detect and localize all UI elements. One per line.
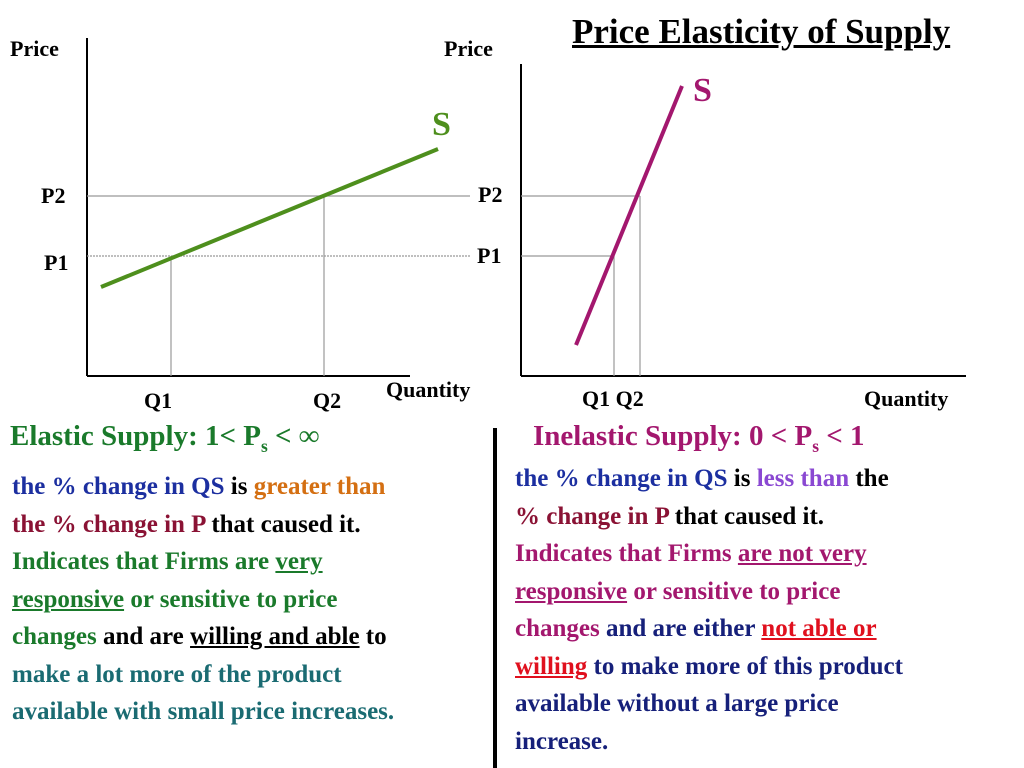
left-x-axis-label: Quantity	[386, 377, 471, 402]
inelastic-heading: Inelastic Supply: 0 < Ps < 1	[533, 420, 865, 456]
right-y-axis-label: Price	[444, 36, 493, 61]
left-supply-label: S	[432, 106, 451, 143]
left-q1-label: Q1	[144, 388, 173, 413]
right-supply-label: S	[693, 72, 712, 109]
left-q2-label: Q2	[313, 388, 342, 413]
right-p2-label: P2	[478, 182, 503, 207]
right-q1-q2-label: Q1 Q2	[582, 386, 644, 411]
elastic-heading: Elastic Supply: 1< Ps < ∞	[10, 420, 320, 456]
left-y-axis-label: Price	[10, 36, 59, 61]
right-x-axis-label: Quantity	[864, 386, 949, 411]
left-supply-curve	[100, 147, 439, 289]
right-p1-label: P1	[477, 243, 502, 268]
left-p1-label: P1	[44, 250, 69, 275]
left-p2-label: P2	[41, 183, 66, 208]
right-supply-curve	[574, 85, 684, 346]
page-title: Price Elasticity of Supply	[572, 12, 951, 51]
inelastic-description: the % change in QS is less than the % ch…	[515, 465, 903, 755]
elastic-description: the % change in QS is greater than the %…	[12, 473, 395, 725]
